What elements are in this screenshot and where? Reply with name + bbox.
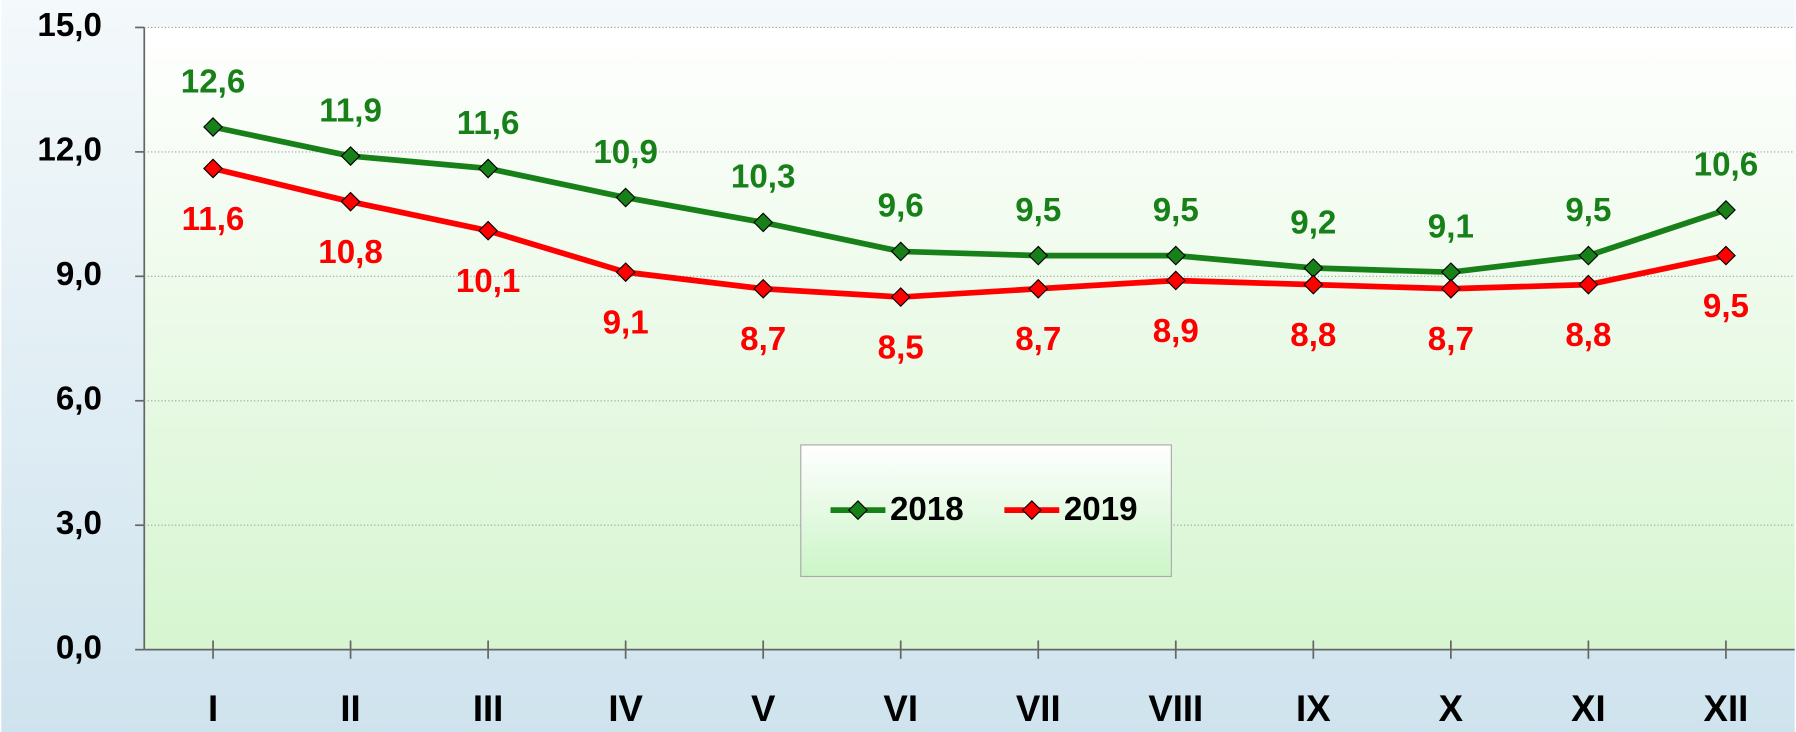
data-label: 9,1 <box>603 305 649 342</box>
y-tick-label: 9,0 <box>56 256 102 293</box>
point-marker <box>1303 274 1324 295</box>
data-label: 10,8 <box>318 234 383 271</box>
y-tick-label: 6,0 <box>56 381 102 418</box>
legend-marker <box>848 500 868 521</box>
data-label: 9,5 <box>1015 192 1061 229</box>
series-line <box>212 124 1727 276</box>
x-tick-label: IV <box>608 688 643 729</box>
data-label: 11,6 <box>457 105 520 142</box>
data-label: 9,5 <box>1703 288 1749 325</box>
point-marker <box>615 262 636 283</box>
x-tick-label: VIII <box>1148 688 1203 729</box>
y-tick-label: 15,0 <box>37 7 102 44</box>
x-tick-label: I <box>208 688 218 729</box>
data-label: 10,9 <box>593 134 658 171</box>
point-marker <box>1165 245 1186 266</box>
point-marker <box>340 191 361 212</box>
data-label: 8,7 <box>740 321 786 358</box>
data-label: 12,6 <box>181 63 246 100</box>
point-marker <box>1715 245 1736 266</box>
legend-label: 2019 <box>1064 491 1138 528</box>
x-tick-label: V <box>751 688 776 729</box>
x-tick-label: XI <box>1571 688 1606 729</box>
x-tick-label: II <box>340 688 360 729</box>
point-marker <box>1578 245 1599 266</box>
x-tick-label: III <box>473 688 503 729</box>
y-tick-label: 12,0 <box>37 132 102 169</box>
legend-label: 2018 <box>890 491 964 528</box>
point-marker <box>478 158 499 179</box>
x-tick-label: X <box>1439 688 1464 729</box>
data-label: 8,8 <box>1290 317 1336 354</box>
point-marker <box>1578 274 1599 295</box>
data-label: 9,6 <box>878 188 924 225</box>
x-tick-label: IX <box>1296 688 1331 729</box>
point-marker <box>1028 245 1049 266</box>
point-marker <box>890 241 911 262</box>
x-tick-label: XII <box>1704 688 1749 729</box>
x-tick-label: VI <box>883 688 918 729</box>
y-tick-label: 3,0 <box>56 505 102 542</box>
data-label: 10,6 <box>1694 146 1759 183</box>
data-label: 8,5 <box>878 329 924 366</box>
legend-marker <box>1021 500 1042 521</box>
point-marker <box>340 146 361 166</box>
legend-box <box>800 444 1172 578</box>
data-label: 9,5 <box>1153 192 1199 229</box>
point-marker <box>1440 278 1461 299</box>
point-marker <box>203 158 223 179</box>
y-tick-label: 0,0 <box>56 629 102 666</box>
series-line <box>212 165 1727 300</box>
point-marker <box>615 187 636 208</box>
data-label: 10,1 <box>456 263 521 300</box>
data-label: 9,2 <box>1290 204 1336 241</box>
data-label: 8,7 <box>1428 321 1474 358</box>
data-label: 8,8 <box>1565 317 1611 354</box>
point-marker <box>1165 270 1186 291</box>
data-label: 11,6 <box>182 201 245 238</box>
data-label: 10,3 <box>731 159 796 196</box>
point-marker <box>203 117 223 137</box>
data-label: 11,9 <box>319 92 382 129</box>
data-label: 9,1 <box>1428 208 1474 245</box>
point-marker <box>1028 278 1049 299</box>
point-marker <box>753 212 774 233</box>
point-marker <box>1715 200 1736 220</box>
data-label: 8,7 <box>1015 321 1061 358</box>
point-marker <box>890 287 911 308</box>
data-label: 9,5 <box>1565 192 1611 229</box>
x-tick-label: VII <box>1016 688 1061 729</box>
data-label: 8,9 <box>1153 313 1199 350</box>
point-marker <box>478 220 499 241</box>
point-marker <box>753 278 774 299</box>
